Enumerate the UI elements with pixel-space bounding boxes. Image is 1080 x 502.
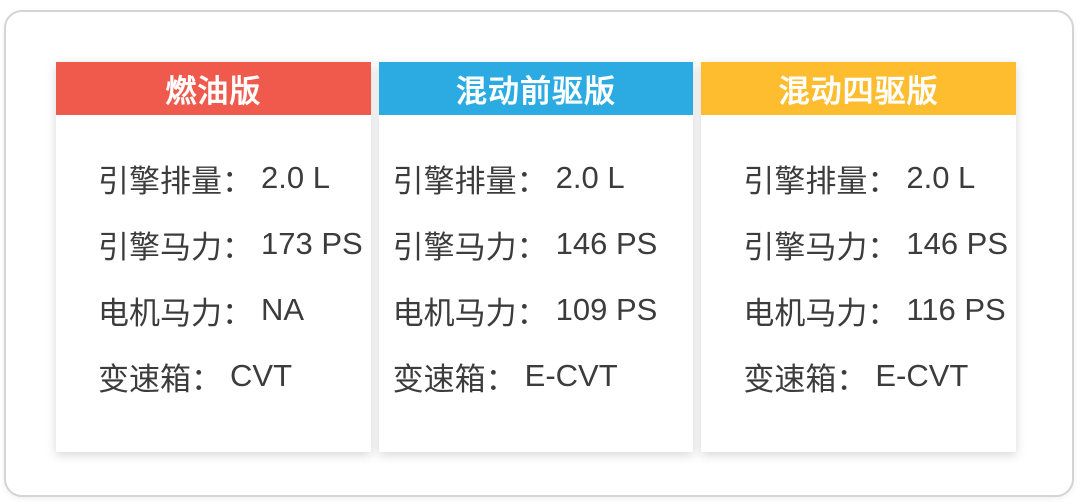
spec-label: 变速箱： (392, 361, 517, 397)
spec-value: NA (261, 292, 305, 327)
spec-label: 变速箱： (743, 361, 868, 397)
spec-value: 146 PS (906, 226, 1009, 261)
spec-label: 引擎马力： (98, 229, 253, 265)
spec-value: 173 PS (261, 226, 363, 261)
spec-label: 变速箱： (98, 361, 222, 397)
spec-value: 109 PS (555, 292, 658, 327)
column-header-fuel: 燃油版 (56, 62, 371, 115)
spec-row-motor-horsepower: 电机马力： 109 PS (393, 277, 694, 343)
spec-row-transmission: 变速箱： E-CVT (743, 343, 1016, 409)
spec-label: 引擎马力： (392, 229, 548, 265)
spec-value: 146 PS (555, 226, 658, 261)
spec-value: 2.0 L (555, 160, 625, 195)
column-hybrid-fwd-version: 混动前驱版 引擎排量： 2.0 L 引擎马力： 146 PS 电机马力： 109… (378, 62, 694, 452)
spec-value: 116 PS (906, 292, 1006, 327)
column-body-hybrid-awd: 引擎排量： 2.0 L 引擎马力： 146 PS 电机马力： 116 PS 变速… (701, 115, 1017, 452)
spec-value: 2.0 L (261, 160, 330, 195)
trim-columns: 燃油版 引擎排量： 2.0 L 引擎马力： 173 PS 电机马力： NA 变速… (6, 12, 1072, 452)
column-fuel-version: 燃油版 引擎排量： 2.0 L 引擎马力： 173 PS 电机马力： NA 变速… (56, 62, 371, 452)
comparison-card-frame: 燃油版 引擎排量： 2.0 L 引擎马力： 173 PS 电机马力： NA 变速… (4, 10, 1074, 497)
spec-value: E-CVT (524, 358, 618, 393)
spec-label: 电机马力： (743, 295, 899, 331)
spec-row-motor-horsepower: 电机马力： 116 PS (743, 277, 1016, 343)
spec-label: 引擎排量： (392, 163, 548, 199)
spec-label: 电机马力： (98, 295, 253, 331)
spec-value: CVT (230, 358, 292, 393)
column-header-hybrid-fwd: 混动前驱版 (378, 62, 694, 115)
spec-row-motor-horsepower: 电机马力： NA (98, 277, 371, 343)
spec-label: 引擎排量： (743, 163, 899, 199)
column-body-fuel: 引擎排量： 2.0 L 引擎马力： 173 PS 电机马力： NA 变速箱： C… (56, 115, 371, 452)
column-hybrid-awd-version: 混动四驱版 引擎排量： 2.0 L 引擎马力： 146 PS 电机马力： 116… (701, 62, 1017, 452)
spec-row-engine-horsepower: 引擎马力： 173 PS (98, 211, 371, 277)
spec-row-engine-horsepower: 引擎马力： 146 PS (393, 211, 694, 277)
column-header-hybrid-awd: 混动四驱版 (701, 62, 1017, 115)
spec-label: 引擎排量： (98, 163, 253, 199)
spec-value: 2.0 L (906, 160, 976, 195)
spec-label: 电机马力： (392, 295, 548, 331)
spec-row-transmission: 变速箱： E-CVT (393, 343, 694, 409)
spec-row-engine-horsepower: 引擎马力： 146 PS (743, 211, 1016, 277)
column-body-hybrid-fwd: 引擎排量： 2.0 L 引擎马力： 146 PS 电机马力： 109 PS 变速… (378, 115, 694, 452)
spec-row-engine-displacement: 引擎排量： 2.0 L (393, 145, 694, 211)
spec-value: E-CVT (875, 358, 969, 393)
spec-row-engine-displacement: 引擎排量： 2.0 L (743, 145, 1016, 211)
spec-row-engine-displacement: 引擎排量： 2.0 L (98, 145, 371, 211)
spec-label: 引擎马力： (743, 229, 899, 265)
spec-row-transmission: 变速箱： CVT (98, 343, 371, 409)
